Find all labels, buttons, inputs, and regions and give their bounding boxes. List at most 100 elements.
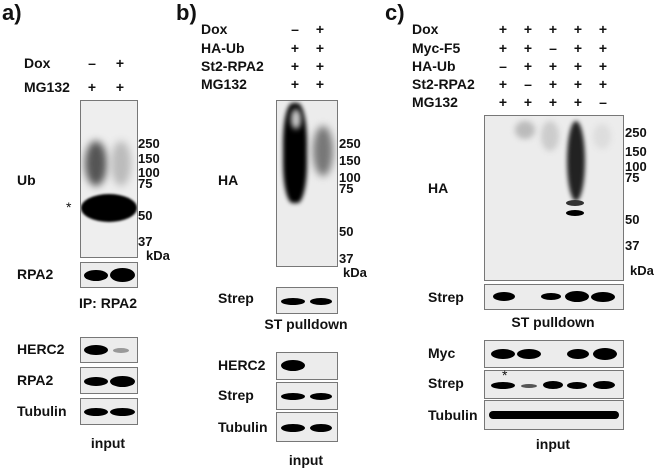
condition-label: St2-RPA2 xyxy=(412,76,475,92)
label-rpa2: RPA2 xyxy=(17,266,54,282)
marker-37: 37 xyxy=(625,238,640,253)
condition-value: + xyxy=(498,94,508,110)
marker-100: 100 xyxy=(339,170,361,185)
condition-value: + xyxy=(548,76,558,92)
label-strep: Strep xyxy=(428,289,464,305)
condition-label: Dox xyxy=(412,21,439,37)
label-tubulin: Tubulin xyxy=(17,403,67,419)
marker-250: 250 xyxy=(138,136,160,151)
cond-value: – xyxy=(88,55,96,71)
condition-value: + xyxy=(290,58,300,74)
condition-value: + xyxy=(290,40,300,56)
condition-value: + xyxy=(598,58,608,74)
blot-strep xyxy=(484,284,624,310)
kda-label: kDa xyxy=(343,265,367,280)
condition-value: + xyxy=(290,76,300,92)
panel-c-label: c) xyxy=(385,0,405,25)
condition-value: – xyxy=(499,58,507,74)
condition-value: + xyxy=(523,40,533,56)
marker-75: 75 xyxy=(138,176,153,191)
blot-strep-input xyxy=(276,382,338,410)
condition-value: + xyxy=(598,21,608,37)
marker-50: 50 xyxy=(339,224,354,239)
condition-value: + xyxy=(573,40,583,56)
marker-150: 150 xyxy=(339,153,361,168)
condition-label: Myc-F5 xyxy=(412,40,461,56)
marker-37: 37 xyxy=(138,234,153,249)
marker-75: 75 xyxy=(339,181,354,196)
condition-label: HA-Ub xyxy=(412,58,456,74)
blot-rpa2-ip xyxy=(80,262,138,288)
input-caption: input xyxy=(535,436,571,452)
marker-50: 50 xyxy=(138,208,153,223)
blot-tubulin xyxy=(484,400,624,430)
condition-label: MG132 xyxy=(412,94,458,110)
pulldown-caption: ST pulldown xyxy=(264,316,348,332)
condition-value: + xyxy=(498,40,508,56)
panel-b-label: b) xyxy=(176,0,197,25)
label-tubulin: Tubulin xyxy=(428,407,478,423)
marker-150: 150 xyxy=(138,151,160,166)
condition-value: + xyxy=(573,94,583,110)
cond-value: + xyxy=(115,79,125,95)
label-tubulin: Tubulin xyxy=(218,419,268,435)
panel-a-label: a) xyxy=(2,0,22,25)
marker-75: 75 xyxy=(625,170,640,185)
asterisk: * xyxy=(502,367,508,383)
label-myc: Myc xyxy=(428,345,456,361)
marker-150: 150 xyxy=(625,144,647,159)
condition-label: MG132 xyxy=(201,76,247,92)
label-ha: HA xyxy=(428,180,449,196)
condition-value: + xyxy=(315,40,325,56)
kda-label: kDa xyxy=(630,263,654,278)
blot-ub xyxy=(80,100,138,258)
label-ha: HA xyxy=(218,172,239,188)
condition-value: + xyxy=(498,76,508,92)
condition-label: Dox xyxy=(201,21,228,37)
condition-value: + xyxy=(598,40,608,56)
condition-label: St2-RPA2 xyxy=(201,58,264,74)
condition-value: + xyxy=(523,94,533,110)
blot-herc2 xyxy=(276,352,338,380)
marker-250: 250 xyxy=(625,125,647,140)
condition-label: HA-Ub xyxy=(201,40,245,56)
blot-rpa2-input xyxy=(80,367,138,394)
blot-ha xyxy=(484,115,624,281)
label-herc2: HERC2 xyxy=(17,341,65,357)
ip-caption: IP: RPA2 xyxy=(78,295,138,311)
condition-value: + xyxy=(548,94,558,110)
cond-dox: Dox xyxy=(24,55,51,71)
condition-value: + xyxy=(598,76,608,92)
cond-mg132: MG132 xyxy=(24,79,70,95)
condition-value: + xyxy=(573,21,583,37)
asterisk: * xyxy=(66,199,72,215)
cond-value: + xyxy=(115,55,125,71)
label-herc2: HERC2 xyxy=(218,357,266,373)
condition-value: + xyxy=(315,76,325,92)
pulldown-caption: ST pulldown xyxy=(511,314,595,330)
label-strep-input: Strep xyxy=(428,375,464,391)
marker-100: 100 xyxy=(625,159,647,174)
kda-label: kDa xyxy=(146,248,170,263)
condition-value: + xyxy=(573,76,583,92)
condition-value: + xyxy=(523,21,533,37)
condition-value: – xyxy=(524,76,532,92)
marker-100: 100 xyxy=(138,165,160,180)
blot-myc xyxy=(484,340,624,368)
condition-value: + xyxy=(315,21,325,37)
condition-value: + xyxy=(498,21,508,37)
blot-strep-input xyxy=(484,370,624,399)
blot-strep xyxy=(276,287,338,314)
condition-value: – xyxy=(549,40,557,56)
marker-37: 37 xyxy=(339,251,354,266)
input-caption: input xyxy=(90,435,126,451)
condition-value: + xyxy=(573,58,583,74)
condition-value: – xyxy=(599,94,607,110)
condition-value: + xyxy=(548,58,558,74)
blot-tubulin xyxy=(276,412,338,442)
cond-value: + xyxy=(87,79,97,95)
marker-250: 250 xyxy=(339,136,361,151)
blot-herc2 xyxy=(80,337,138,363)
label-strep-input: Strep xyxy=(218,387,254,403)
label-rpa2-input: RPA2 xyxy=(17,372,54,388)
